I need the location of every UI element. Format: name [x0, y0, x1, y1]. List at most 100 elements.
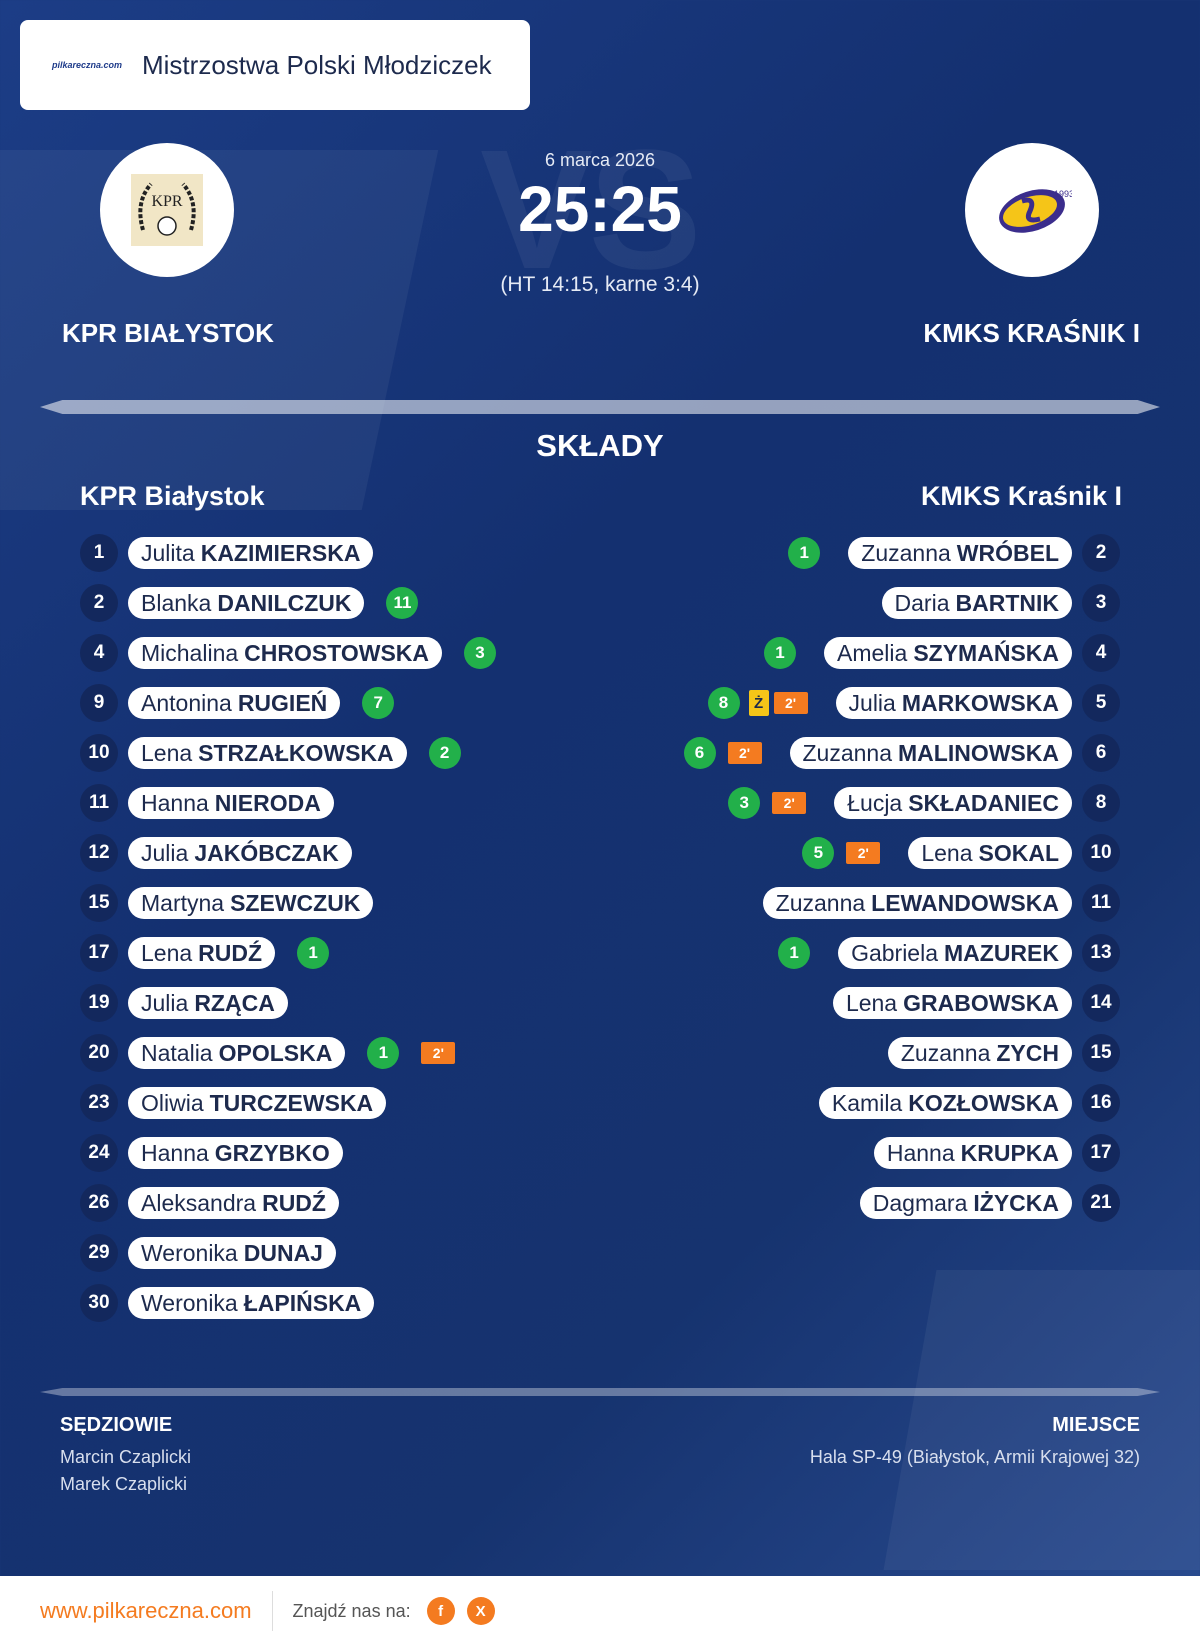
- player-number: 6: [1082, 734, 1120, 772]
- player-row: 1 Zuzanna WRÓBEL 2: [684, 528, 1120, 578]
- player-name[interactable]: Daria BARTNIK: [881, 587, 1072, 619]
- suspension-badge: 2': [421, 1042, 456, 1064]
- player-name[interactable]: Lena STRZAŁKOWSKA: [128, 737, 407, 769]
- player-name[interactable]: Gabriela MAZUREK: [838, 937, 1072, 969]
- player-first-name: Julia: [141, 989, 189, 1016]
- player-name[interactable]: Julita KAZIMIERSKA: [128, 537, 374, 569]
- player-first-name: Oliwia: [141, 1089, 204, 1116]
- player-events: 3 2': [728, 787, 807, 819]
- player-number: 2: [1082, 534, 1120, 572]
- player-row: 29 Weronika DUNAJ: [80, 1228, 496, 1278]
- player-events: 3: [464, 637, 497, 669]
- player-name[interactable]: Weronika DUNAJ: [128, 1237, 336, 1269]
- player-last-name: RZĄCA: [194, 989, 275, 1016]
- player-name[interactable]: Julia RZĄCA: [128, 987, 288, 1019]
- player-events: 1: [788, 537, 821, 569]
- svg-text:1993: 1993: [1054, 189, 1072, 199]
- player-number: 19: [80, 984, 118, 1022]
- player-number: 10: [1082, 834, 1120, 872]
- player-name[interactable]: Lena GRABOWSKA: [832, 987, 1072, 1019]
- player-name[interactable]: Zuzanna ZYCH: [887, 1037, 1072, 1069]
- player-name[interactable]: Dagmara IŻYCKA: [859, 1187, 1072, 1219]
- player-number: 29: [80, 1234, 118, 1272]
- player-name[interactable]: Lena SOKAL: [908, 837, 1072, 869]
- player-number: 13: [1082, 934, 1120, 972]
- player-last-name: TURCZEWSKA: [209, 1089, 374, 1116]
- player-row: 9 Antonina RUGIEŃ 7: [80, 678, 496, 728]
- player-row: 1 Julita KAZIMIERSKA: [80, 528, 496, 578]
- x-icon[interactable]: X: [466, 1597, 495, 1625]
- referees-block: SĘDZIOWIE Marcin Czaplicki Marek Czaplic…: [60, 1414, 191, 1501]
- player-name[interactable]: Martyna SZEWCZUK: [128, 887, 374, 919]
- player-number: 23: [80, 1084, 118, 1122]
- player-number: 24: [80, 1134, 118, 1172]
- player-name[interactable]: Natalia OPOLSKA: [128, 1037, 346, 1069]
- find-us-label: Znajdź nas na:: [292, 1600, 411, 1621]
- player-row: 3 2' Łucja SKŁADANIEC 8: [684, 778, 1120, 828]
- player-last-name: MALINOWSKA: [898, 739, 1059, 766]
- player-row: 11 Hanna NIERODA: [80, 778, 496, 828]
- home-lineup: 1 Julita KAZIMIERSKA 2 Blanka DANILCZUK 11 4 Mic…: [80, 528, 497, 1328]
- footer: www.pilkareczna.com Znajdź nas na: f X: [0, 1576, 1200, 1646]
- player-last-name: SZEWCZUK: [230, 889, 361, 916]
- player-last-name: LEWANDOWSKA: [871, 889, 1059, 916]
- player-name[interactable]: Łucja SKŁADANIEC: [834, 787, 1072, 819]
- player-name[interactable]: Hanna KRUPKA: [873, 1137, 1072, 1169]
- player-row: Daria BARTNIK 3: [684, 578, 1120, 628]
- player-first-name: Martyna: [141, 889, 225, 916]
- player-last-name: SOKAL: [978, 839, 1060, 866]
- player-last-name: GRZYBKO: [214, 1139, 330, 1166]
- facebook-icon[interactable]: f: [426, 1597, 455, 1625]
- player-events: 8 Ż 2': [707, 687, 808, 719]
- player-number: 4: [1082, 634, 1120, 672]
- score-detail: (HT 14:15, karne 3:4): [500, 273, 700, 296]
- home-team-name: KPR BIAŁYSTOK: [62, 318, 274, 348]
- pilkareczna-logo[interactable]: pilkareczna.com: [50, 50, 122, 80]
- player-last-name: RUDŹ: [262, 1189, 326, 1216]
- player-name[interactable]: Julia JAKÓBCZAK: [128, 837, 352, 869]
- player-last-name: MAZUREK: [944, 939, 1059, 966]
- player-events: 1 2': [367, 1037, 456, 1069]
- player-row: Zuzanna LEWANDOWSKA 11: [684, 878, 1120, 928]
- player-number: 26: [80, 1184, 118, 1222]
- home-team-logo: KPR: [100, 143, 234, 277]
- website-link[interactable]: www.pilkareczna.com: [40, 1598, 252, 1623]
- player-last-name: KOZŁOWSKA: [908, 1089, 1059, 1116]
- player-name[interactable]: Amelia SZYMAŃSKA: [824, 637, 1072, 669]
- player-first-name: Blanka: [141, 589, 212, 616]
- match-score: 25:25: [518, 173, 682, 245]
- referees-title: SĘDZIOWIE: [60, 1414, 173, 1436]
- player-first-name: Aleksandra: [141, 1189, 257, 1216]
- player-name[interactable]: Oliwia TURCZEWSKA: [128, 1087, 387, 1119]
- player-number: 10: [80, 734, 118, 772]
- goals-badge: 2: [428, 737, 461, 769]
- player-number: 17: [1082, 1134, 1120, 1172]
- player-name[interactable]: Hanna GRZYBKO: [128, 1137, 343, 1169]
- player-row: 10 Lena STRZAŁKOWSKA 2: [80, 728, 496, 778]
- away-lineup-title: KMKS Kraśnik I: [920, 481, 1122, 511]
- player-name[interactable]: Hanna NIERODA: [128, 787, 334, 819]
- player-first-name: Zuzanna: [802, 739, 893, 766]
- player-number: 2: [80, 584, 118, 622]
- player-name[interactable]: Blanka DANILCZUK: [128, 587, 365, 619]
- goals-badge: 3: [464, 637, 497, 669]
- player-first-name: Natalia: [141, 1039, 213, 1066]
- player-row: 4 Michalina CHROSTOWSKA 3: [80, 628, 497, 678]
- player-name[interactable]: Zuzanna MALINOWSKA: [789, 737, 1072, 769]
- player-name[interactable]: Kamila KOZŁOWSKA: [818, 1087, 1072, 1119]
- player-name[interactable]: Aleksandra RUDŹ: [128, 1187, 339, 1219]
- player-name[interactable]: Weronika ŁAPIŃSKA: [128, 1287, 375, 1319]
- player-name[interactable]: Antonina RUGIEŃ: [128, 687, 341, 719]
- player-name[interactable]: Zuzanna WRÓBEL: [848, 537, 1072, 569]
- player-name[interactable]: Michalina CHROSTOWSKA: [128, 637, 443, 669]
- suspension-badge: 2': [772, 792, 807, 814]
- player-number: 9: [80, 684, 118, 722]
- goals-badge: 1: [778, 937, 811, 969]
- goals-badge: 11: [386, 587, 419, 619]
- player-name[interactable]: Zuzanna LEWANDOWSKA: [762, 887, 1072, 919]
- player-row: Kamila KOZŁOWSKA 16: [684, 1078, 1120, 1128]
- player-name[interactable]: Lena RUDŹ: [128, 937, 276, 969]
- kpr-crest-icon: KPR: [131, 174, 203, 246]
- player-name[interactable]: Julia MARKOWSKA: [835, 687, 1072, 719]
- player-last-name: ZYCH: [996, 1039, 1059, 1066]
